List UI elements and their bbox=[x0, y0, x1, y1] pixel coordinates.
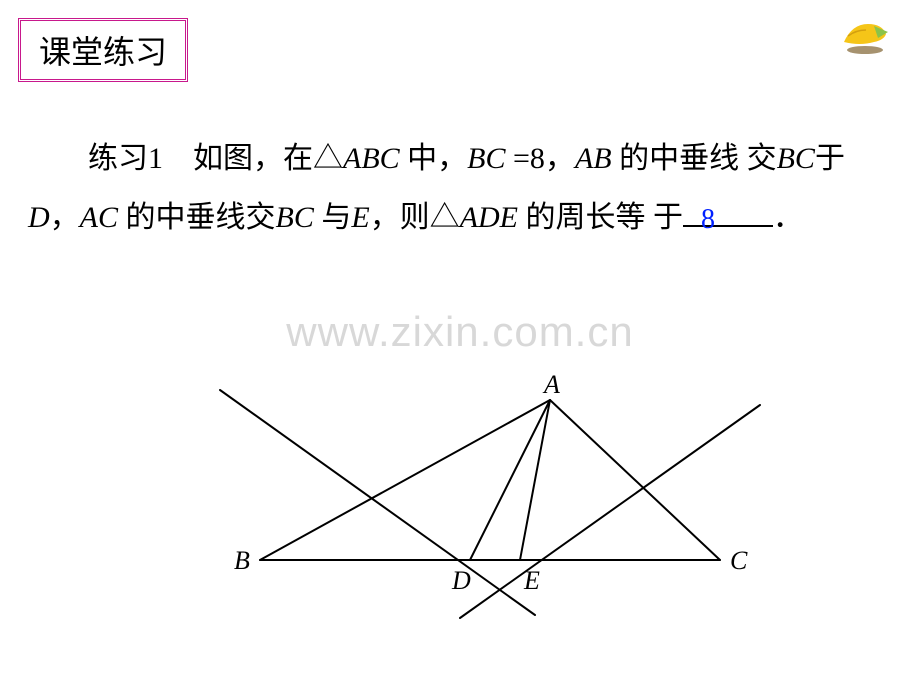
answer-blank: 8 bbox=[683, 197, 773, 227]
title-box: 课堂练习 bbox=[18, 18, 188, 82]
text-part: 的中垂线 交 bbox=[619, 142, 777, 175]
geometry-diagram: A B C D E bbox=[180, 370, 800, 645]
text-ital: BC bbox=[467, 142, 513, 175]
text-part: 练习1 如图，在△ bbox=[28, 142, 343, 175]
text-part: ， bbox=[50, 201, 80, 234]
text-part: =8， bbox=[513, 142, 575, 175]
text-part: 与 bbox=[321, 201, 351, 234]
text-ital: BC bbox=[777, 142, 815, 175]
label-E: E bbox=[524, 566, 540, 596]
label-A: A bbox=[544, 370, 560, 400]
label-D: D bbox=[452, 566, 471, 596]
watermark: www.zixin.com.cn bbox=[0, 308, 920, 356]
text-ital: BC bbox=[276, 201, 322, 234]
text-part: 的周长等 于 bbox=[526, 201, 684, 234]
label-C: C bbox=[730, 546, 747, 576]
text-ital: E bbox=[351, 201, 369, 234]
text-ital: AC bbox=[80, 201, 126, 234]
pencil-icon bbox=[838, 16, 892, 61]
text-ital: AB bbox=[575, 142, 619, 175]
label-B: B bbox=[234, 546, 250, 576]
text-ital: ADE bbox=[460, 201, 526, 234]
text-part: 的中垂线交 bbox=[126, 201, 276, 234]
text-ital: ABC bbox=[343, 142, 400, 175]
answer-value: 8 bbox=[701, 193, 715, 248]
text-ital: D bbox=[28, 201, 50, 234]
text-part: 中， bbox=[400, 142, 468, 175]
problem-text: 练习1 如图，在△ABC 中，BC =8，AB 的中垂线 交BC于D，AC 的中… bbox=[28, 130, 892, 247]
text-part: 于 bbox=[815, 142, 845, 175]
text-part: ，则△ bbox=[370, 201, 460, 234]
text-part: ． bbox=[773, 201, 803, 234]
title-text: 课堂练习 bbox=[39, 34, 167, 70]
